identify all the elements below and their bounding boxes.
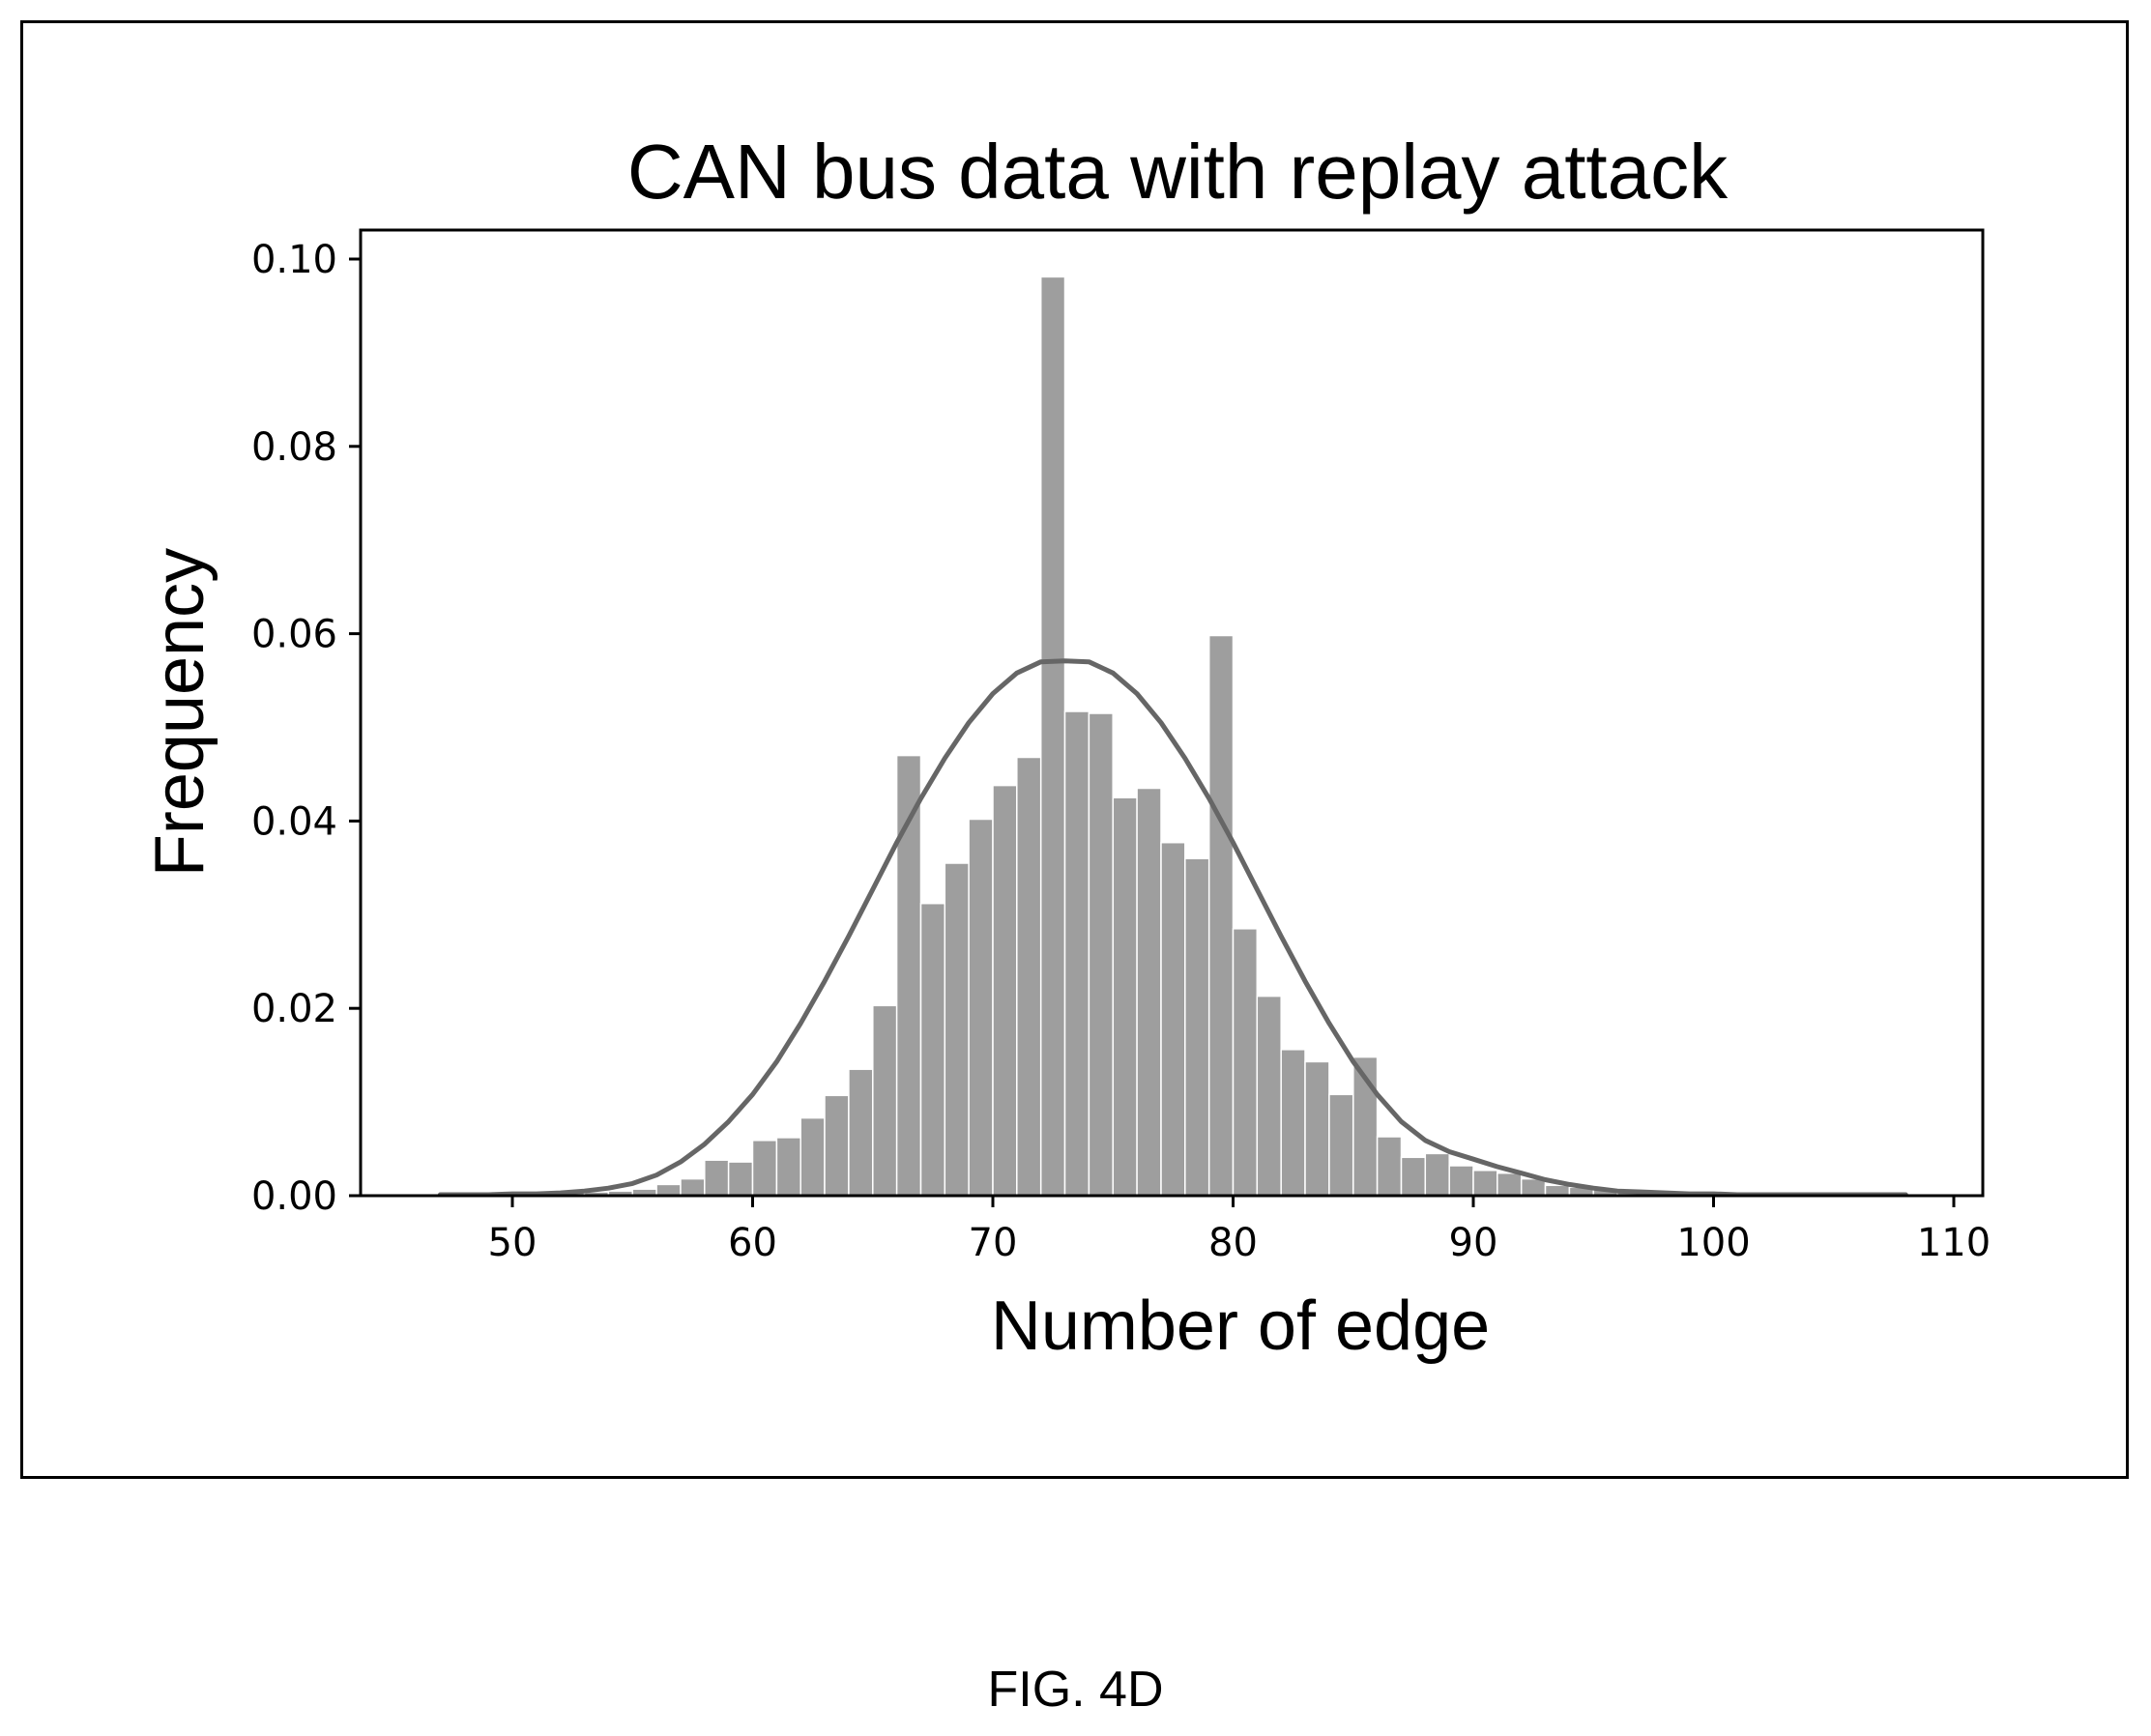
chart-title: CAN bus data with replay attack [627, 129, 1729, 215]
figure-caption-text: FIG. 4D [987, 1662, 1164, 1718]
y-axis-ticks: 0.00 0.02 0.04 0.06 0.08 0.10 [251, 238, 361, 1219]
y-axis-label: Frequency [141, 548, 218, 877]
x-tick-label: 60 [728, 1221, 777, 1265]
histogram-bar [1520, 1177, 1547, 1197]
histogram-bar [1497, 1172, 1523, 1197]
histogram-bar [704, 1159, 730, 1197]
histogram-bar [775, 1137, 802, 1197]
histogram-bar [1256, 995, 1282, 1197]
histogram-bar [680, 1177, 706, 1197]
histogram-bar [968, 818, 994, 1197]
y-tick-label: 0.02 [251, 987, 337, 1031]
x-tick-label: 110 [1917, 1221, 1991, 1265]
histogram-bar [727, 1161, 754, 1197]
histogram-bar [1232, 928, 1259, 1197]
x-tick-label: 50 [488, 1221, 538, 1265]
y-tick-label: 0.00 [251, 1174, 337, 1219]
histogram-bar [1472, 1170, 1498, 1197]
y-tick-label: 0.06 [251, 613, 337, 657]
histogram-bar [1400, 1156, 1427, 1197]
histogram-bar [1016, 756, 1042, 1197]
plot-area-frame [359, 228, 1985, 1198]
figure-caption: FIG. 4D [0, 1664, 2151, 1715]
histogram-bar [895, 754, 922, 1197]
y-tick-label: 0.08 [251, 425, 337, 470]
histogram-bar [1184, 857, 1210, 1197]
histogram-bar [848, 1068, 874, 1197]
y-tick-label: 0.10 [251, 238, 337, 282]
histogram-bar [1544, 1184, 1571, 1197]
histogram-bar [1328, 1093, 1354, 1197]
histogram-bar [655, 1183, 682, 1197]
density-curve [437, 658, 1908, 1198]
x-tick-label: 100 [1676, 1221, 1750, 1265]
histogram-bar [919, 902, 946, 1197]
histogram-bar [1376, 1136, 1403, 1197]
y-tick-label: 0.04 [251, 799, 337, 844]
histogram-bar [799, 1116, 826, 1197]
histogram-bar [872, 1004, 898, 1197]
x-tick-label: 70 [969, 1221, 1018, 1265]
histogram-bar [1088, 712, 1114, 1197]
histogram-bar [751, 1140, 778, 1197]
x-axis-label: Number of edge [991, 1288, 1490, 1365]
histogram-bar [1063, 710, 1090, 1197]
histogram-bar [944, 862, 970, 1197]
x-tick-label: 90 [1449, 1221, 1498, 1265]
histogram-bar [1039, 275, 1066, 1197]
histogram-bar [1448, 1165, 1474, 1197]
histogram-bar [1424, 1152, 1450, 1197]
x-tick-label: 80 [1208, 1221, 1258, 1265]
histogram-bar [1304, 1060, 1330, 1197]
histogram-bar [992, 784, 1018, 1197]
histogram-bar [1280, 1049, 1306, 1197]
histogram-bar [824, 1094, 850, 1197]
histogram-bar [1160, 841, 1186, 1197]
histogram-bar [1136, 787, 1162, 1197]
histogram-bar [1207, 634, 1235, 1197]
histogram-bar [1112, 796, 1138, 1197]
x-axis-ticks: 50 60 70 80 90 100 110 [488, 1196, 1991, 1265]
